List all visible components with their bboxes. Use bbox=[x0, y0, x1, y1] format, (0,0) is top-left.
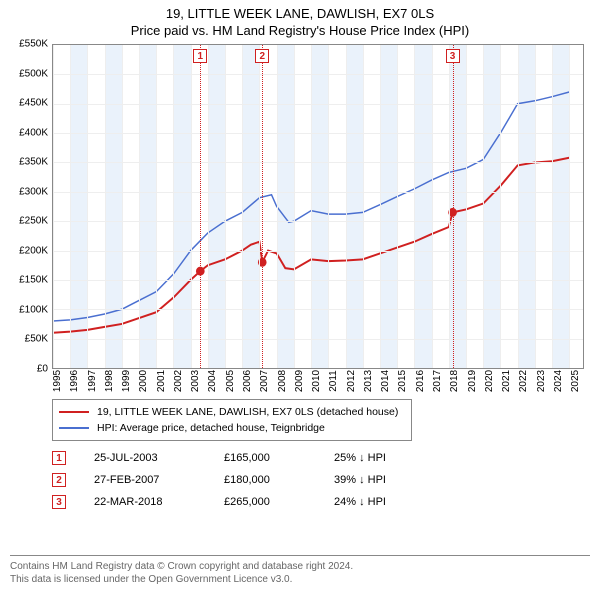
x-tick-label: 2019 bbox=[467, 370, 478, 392]
y-tick-label: £500K bbox=[19, 68, 48, 79]
marker-table-row: 1 25-JUL-2003£165,00025% ↓ HPI bbox=[52, 447, 572, 469]
marker-table-row: 2 27-FEB-2007£180,00039% ↓ HPI bbox=[52, 469, 572, 491]
x-tick-label: 2023 bbox=[536, 370, 547, 392]
y-tick-label: £200K bbox=[19, 245, 48, 256]
x-tick-label: 2020 bbox=[484, 370, 495, 392]
title-line-1: 19, LITTLE WEEK LANE, DAWLISH, EX7 0LS bbox=[10, 6, 590, 21]
legend: 19, LITTLE WEEK LANE, DAWLISH, EX7 0LS (… bbox=[52, 399, 412, 441]
x-tick-label: 2006 bbox=[242, 370, 253, 392]
x-tick-label: 2025 bbox=[570, 370, 581, 392]
marker-price: £165,000 bbox=[224, 452, 334, 464]
x-tick-label: 1997 bbox=[87, 370, 98, 392]
y-tick-label: £50K bbox=[25, 334, 48, 345]
marker-date: 27-FEB-2007 bbox=[94, 474, 224, 486]
y-tick-label: £400K bbox=[19, 127, 48, 138]
marker-table: 1 25-JUL-2003£165,00025% ↓ HPI 2 27-FEB-200… bbox=[52, 447, 572, 513]
marker-vline bbox=[200, 45, 201, 368]
x-tick-label: 1996 bbox=[69, 370, 80, 392]
y-tick-label: £100K bbox=[19, 304, 48, 315]
plot-area: 1 2 3 bbox=[52, 44, 584, 369]
marker-table-row: 3 22-MAR-2018£265,00024% ↓ HPI bbox=[52, 491, 572, 513]
x-tick-label: 1999 bbox=[121, 370, 132, 392]
y-tick-label: £0 bbox=[37, 364, 48, 375]
marker-price: £265,000 bbox=[224, 496, 334, 508]
x-axis: 1995 1996 1997 1998 1999 2000 2001 2002 2003 2004… bbox=[52, 369, 584, 389]
marker-vline bbox=[453, 45, 454, 368]
marker-date: 25-JUL-2003 bbox=[94, 452, 224, 464]
footer-line-1: Contains HM Land Registry data © Crown c… bbox=[10, 560, 590, 573]
marker-delta: 25% ↓ HPI bbox=[334, 452, 444, 464]
x-tick-label: 2000 bbox=[138, 370, 149, 392]
x-tick-label: 2016 bbox=[415, 370, 426, 392]
x-tick-label: 1995 bbox=[52, 370, 63, 392]
marker-flag: 1 bbox=[193, 49, 207, 63]
footer-line-2: This data is licensed under the Open Gov… bbox=[10, 573, 590, 586]
marker-id-box: 1 bbox=[52, 451, 66, 465]
marker-flag: 2 bbox=[255, 49, 269, 63]
x-tick-label: 2012 bbox=[346, 370, 357, 392]
footer: Contains HM Land Registry data © Crown c… bbox=[10, 555, 590, 586]
x-tick-label: 2022 bbox=[518, 370, 529, 392]
legend-swatch bbox=[59, 427, 89, 429]
x-tick-label: 2008 bbox=[277, 370, 288, 392]
marker-date: 22-MAR-2018 bbox=[94, 496, 224, 508]
x-tick-label: 2021 bbox=[501, 370, 512, 392]
x-tick-label: 2013 bbox=[363, 370, 374, 392]
x-tick-label: 2011 bbox=[328, 370, 339, 392]
line-series-svg bbox=[53, 45, 583, 368]
title-line-2: Price paid vs. HM Land Registry's House … bbox=[10, 23, 590, 38]
x-tick-label: 2004 bbox=[207, 370, 218, 392]
x-tick-label: 2024 bbox=[553, 370, 564, 392]
y-tick-label: £350K bbox=[19, 157, 48, 168]
x-tick-label: 2009 bbox=[294, 370, 305, 392]
marker-price: £180,000 bbox=[224, 474, 334, 486]
y-tick-label: £550K bbox=[19, 39, 48, 50]
y-tick-label: £450K bbox=[19, 98, 48, 109]
legend-label: HPI: Average price, detached house, Teig… bbox=[97, 422, 325, 434]
x-tick-label: 2005 bbox=[225, 370, 236, 392]
legend-swatch bbox=[59, 411, 89, 413]
marker-delta: 39% ↓ HPI bbox=[334, 474, 444, 486]
x-tick-label: 2010 bbox=[311, 370, 322, 392]
x-tick-label: 2015 bbox=[397, 370, 408, 392]
marker-id-box: 2 bbox=[52, 473, 66, 487]
x-tick-label: 2014 bbox=[380, 370, 391, 392]
y-tick-label: £250K bbox=[19, 216, 48, 227]
x-tick-label: 2002 bbox=[173, 370, 184, 392]
x-tick-label: 2018 bbox=[449, 370, 460, 392]
chart-title-block: 19, LITTLE WEEK LANE, DAWLISH, EX7 0LS P… bbox=[10, 6, 590, 38]
legend-item: 19, LITTLE WEEK LANE, DAWLISH, EX7 0LS (… bbox=[59, 404, 405, 420]
x-tick-label: 2007 bbox=[259, 370, 270, 392]
legend-item: HPI: Average price, detached house, Teig… bbox=[59, 420, 405, 436]
chart-area: £0 £50K £100K £150K £200K £250K £300K £350K £400… bbox=[10, 44, 590, 389]
y-tick-label: £150K bbox=[19, 275, 48, 286]
x-tick-label: 1998 bbox=[104, 370, 115, 392]
x-tick-label: 2001 bbox=[156, 370, 167, 392]
marker-id-box: 3 bbox=[52, 495, 66, 509]
y-axis: £0£50K£100K£150K£200K£250K£300K£350K£400… bbox=[10, 44, 52, 369]
x-tick-label: 2017 bbox=[432, 370, 443, 392]
marker-vline bbox=[262, 45, 263, 368]
x-tick-label: 2003 bbox=[190, 370, 201, 392]
legend-label: 19, LITTLE WEEK LANE, DAWLISH, EX7 0LS (… bbox=[97, 406, 398, 418]
y-tick-label: £300K bbox=[19, 186, 48, 197]
marker-delta: 24% ↓ HPI bbox=[334, 496, 444, 508]
marker-flag: 3 bbox=[446, 49, 460, 63]
